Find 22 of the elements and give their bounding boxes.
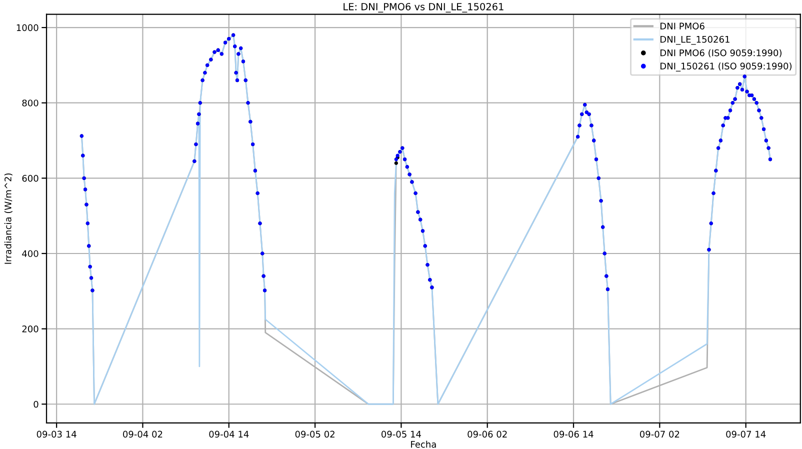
y-tick-label: 400 [22, 250, 38, 258]
x-tick-label: 09-06 14 [554, 430, 594, 438]
x-axis-title: Fecha [411, 440, 436, 448]
x-tick-label: 09-05 02 [295, 430, 334, 438]
legend-label: DNI_150261 (ISO 9059:1990) [660, 62, 792, 72]
x-tick-label: 09-04 14 [209, 430, 249, 438]
legend-label: DNI_LE_150261 [660, 36, 730, 45]
y-tick-label: 0 [34, 400, 38, 408]
y-tick-label: 1000 [16, 24, 38, 32]
y-axis-title: Irradiancia (W/m^2) [4, 173, 12, 264]
x-tick-label: 09-04 02 [123, 430, 162, 438]
y-tick-label: 600 [22, 174, 38, 182]
x-tick-label: 09-05 14 [382, 430, 421, 438]
legend-label: DNI PMO6 [660, 22, 704, 30]
x-tick-label: 09-06 02 [468, 430, 507, 438]
x-tick-label: 09-07 14 [726, 430, 766, 438]
y-tick-label: 800 [22, 100, 38, 106]
y-tick-label: 200 [22, 326, 38, 332]
legend-label: DNI PMO6 (ISO 9059:1990) [660, 49, 782, 58]
chart-title: LE: DNI_PMO6 vs DNI_LE_150261 [344, 2, 504, 12]
x-tick-label: 09-07 02 [640, 430, 680, 438]
x-tick-label: 09-03 14 [36, 430, 76, 438]
